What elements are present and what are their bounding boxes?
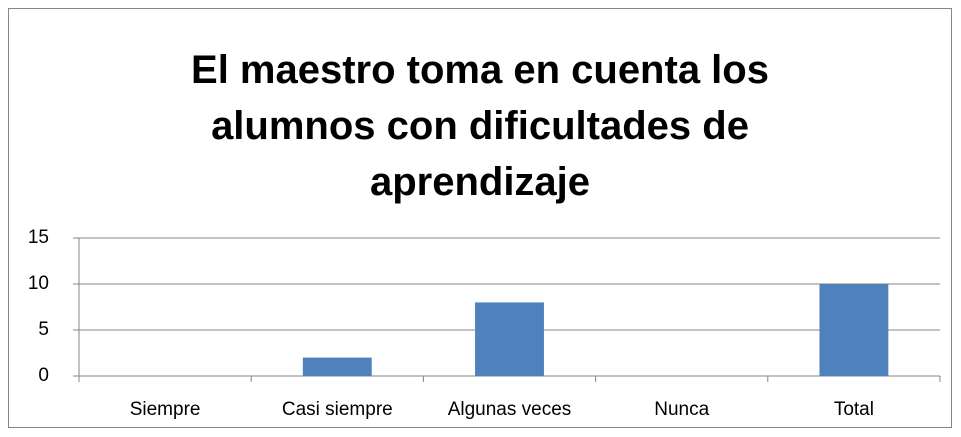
x-tick-label: Siempre — [130, 399, 201, 420]
x-tick-label: Algunas veces — [448, 399, 572, 420]
y-tick-label: 0 — [38, 365, 49, 386]
x-tick-label: Nunca — [654, 399, 709, 420]
y-tick-label: 5 — [38, 319, 49, 340]
chart-frame — [8, 8, 952, 428]
x-tick-label: Casi siempre — [282, 399, 393, 420]
bar — [475, 302, 544, 376]
bar — [302, 357, 372, 376]
x-tick-label: Total — [834, 399, 874, 420]
chart-title: El maestro toma en cuenta los alumnos co… — [191, 48, 769, 204]
y-tick-label: 15 — [28, 227, 49, 248]
y-tick-label: 10 — [28, 273, 49, 294]
bar — [819, 284, 889, 376]
